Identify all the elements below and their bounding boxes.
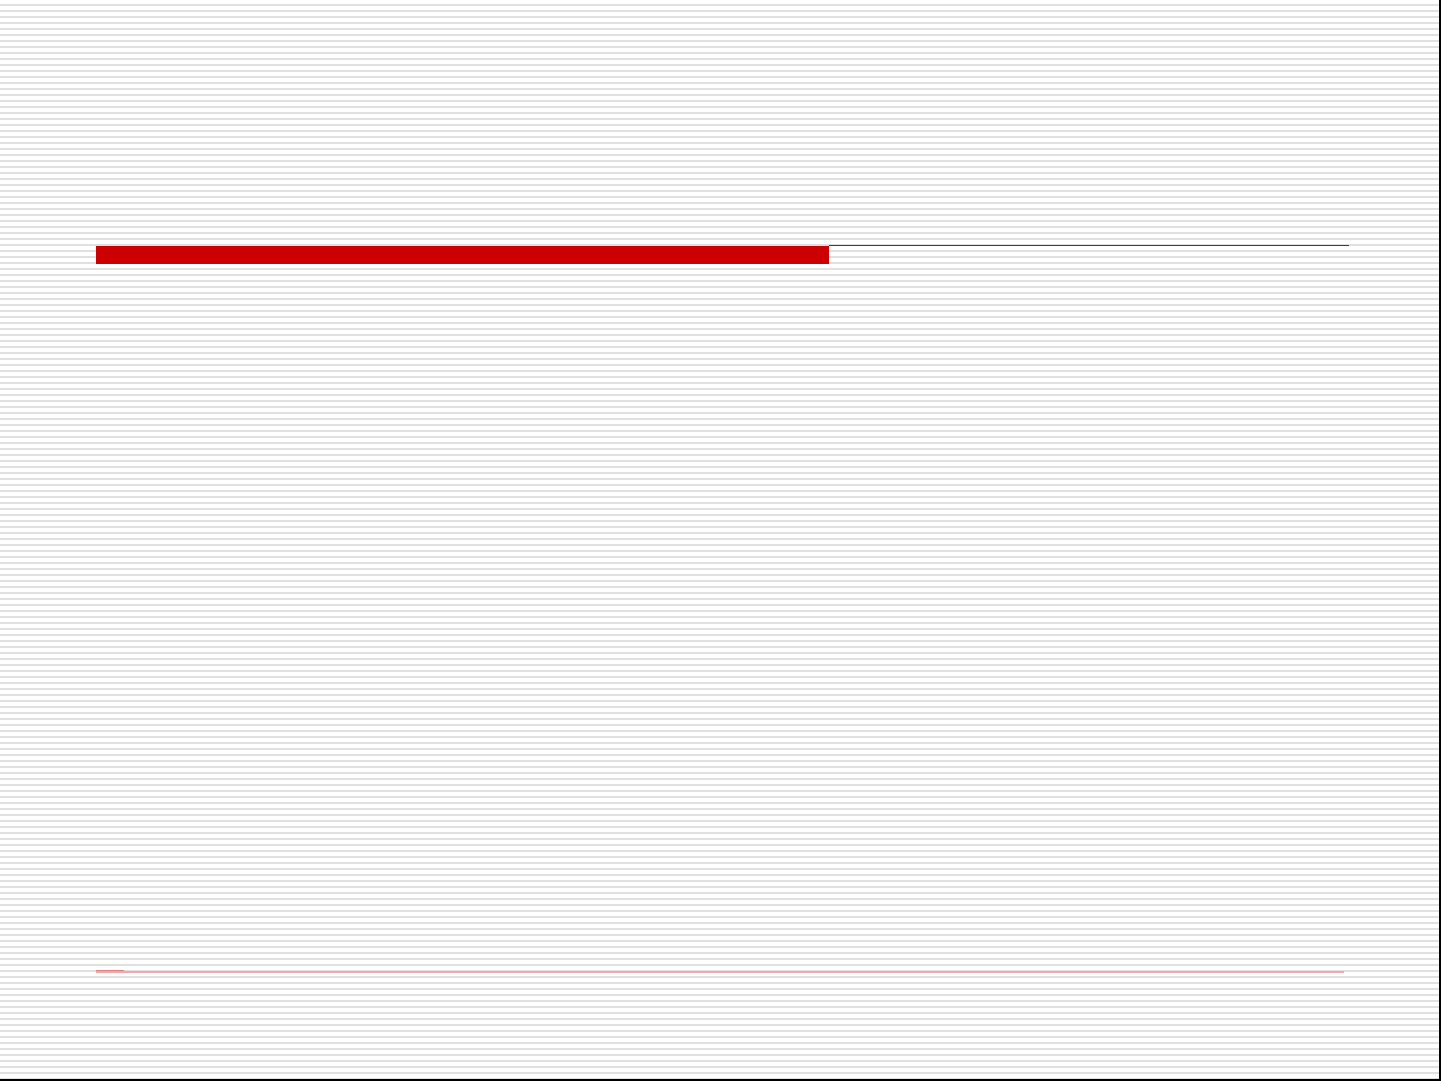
footer-divider	[96, 971, 1344, 973]
title-underline	[829, 245, 1349, 246]
title-accent-bar	[96, 246, 829, 264]
slide-border-right	[1439, 0, 1441, 1081]
slide-border-bottom	[0, 1079, 1441, 1081]
footer-accent	[96, 970, 124, 971]
